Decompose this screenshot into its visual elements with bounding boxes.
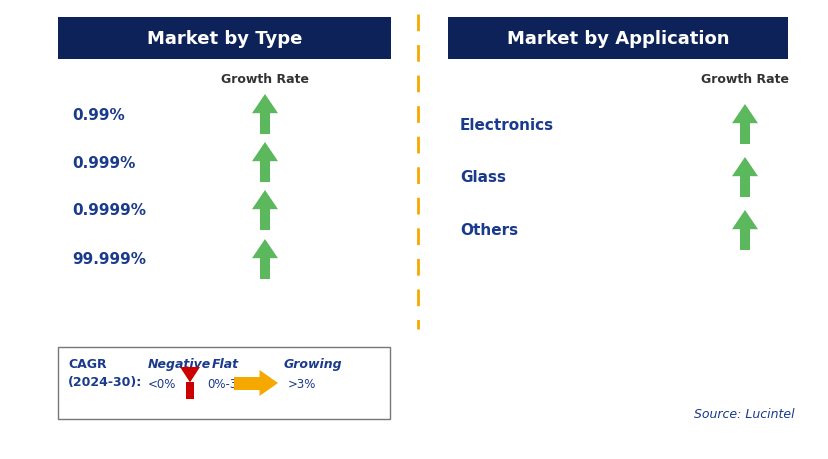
Polygon shape (233, 377, 259, 390)
Polygon shape (731, 157, 757, 177)
Polygon shape (739, 177, 749, 197)
Text: Source: Lucintel: Source: Lucintel (694, 408, 794, 420)
Text: Market by Type: Market by Type (147, 30, 302, 48)
Text: 0.99%: 0.99% (72, 107, 124, 122)
Polygon shape (330, 382, 337, 399)
Polygon shape (260, 162, 270, 183)
Text: Flat: Flat (212, 357, 238, 370)
Text: Market by Application: Market by Application (506, 30, 729, 48)
Polygon shape (252, 190, 277, 210)
Text: 0%-3%: 0%-3% (207, 377, 248, 390)
Text: Growing: Growing (284, 357, 342, 370)
Text: (2024-30):: (2024-30): (68, 375, 142, 388)
Polygon shape (252, 240, 277, 258)
Polygon shape (731, 211, 757, 230)
Polygon shape (259, 370, 277, 396)
Text: Others: Others (460, 223, 518, 238)
Text: <0%: <0% (148, 377, 176, 390)
Polygon shape (260, 114, 270, 134)
Text: >3%: >3% (287, 377, 316, 390)
Polygon shape (731, 105, 757, 124)
Polygon shape (260, 210, 270, 230)
FancyBboxPatch shape (58, 18, 391, 60)
Text: 99.999%: 99.999% (72, 252, 146, 267)
Text: Growth Rate: Growth Rate (221, 73, 309, 86)
Polygon shape (260, 258, 270, 280)
Polygon shape (739, 124, 749, 145)
Polygon shape (252, 143, 277, 162)
Text: Electronics: Electronics (460, 117, 553, 132)
Polygon shape (252, 95, 277, 114)
Polygon shape (739, 230, 749, 251)
Polygon shape (180, 367, 200, 382)
Text: Growth Rate: Growth Rate (700, 73, 788, 86)
Text: 0.9999%: 0.9999% (72, 203, 146, 218)
FancyBboxPatch shape (447, 18, 787, 60)
Text: 0.999%: 0.999% (72, 155, 135, 170)
FancyBboxPatch shape (58, 347, 389, 419)
Text: CAGR: CAGR (68, 357, 107, 370)
Text: Glass: Glass (460, 170, 505, 185)
Polygon shape (324, 367, 344, 382)
Text: Negative: Negative (148, 357, 211, 370)
Polygon shape (186, 382, 194, 399)
